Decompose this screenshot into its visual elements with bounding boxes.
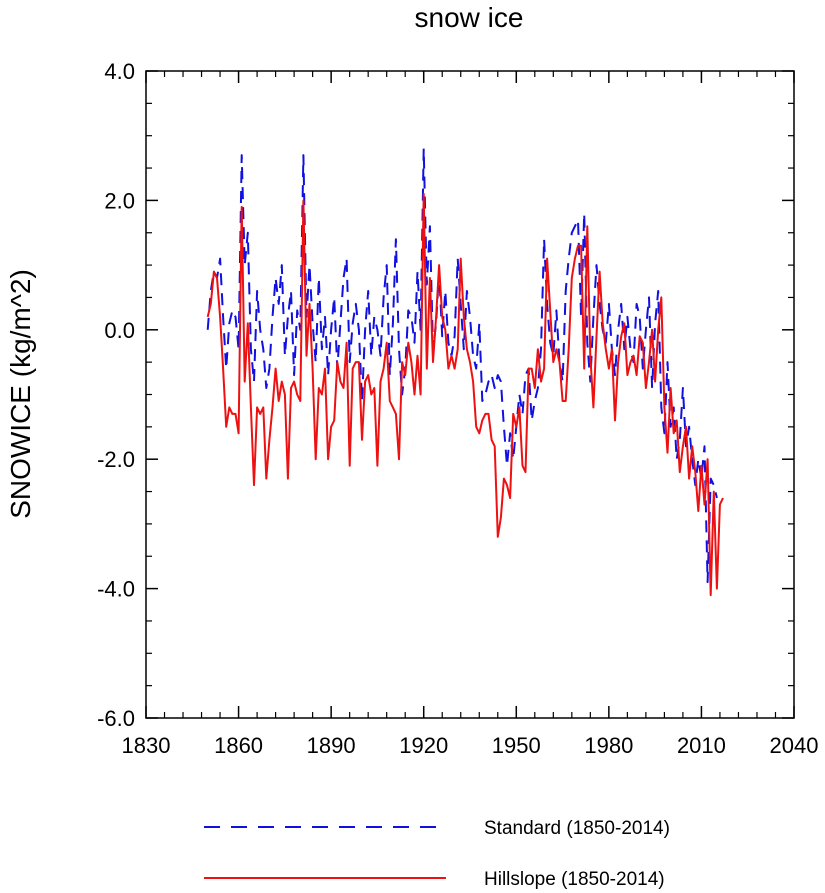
x-tick-label: 1830: [122, 733, 171, 758]
legend: Standard (1850-2014) Hillslope (1850-2014…: [204, 818, 670, 890]
y-axis-label: SNOWICE (kg/m^2): [5, 269, 36, 519]
series-line-hillslope: [206, 192, 724, 597]
x-tick-label: 1890: [307, 733, 356, 758]
y-tick-label: 4.0: [104, 59, 135, 84]
y-tick-label: -2.0: [97, 447, 135, 472]
y-tick-label: 0.0: [104, 318, 135, 343]
y-tick-label: -4.0: [97, 577, 135, 602]
x-tick-label: 1920: [399, 733, 448, 758]
x-tick-label: 1980: [584, 733, 633, 758]
x-tick-label: 2040: [770, 733, 819, 758]
chart-title: snow ice: [415, 2, 524, 33]
y-tick-label: -6.0: [97, 706, 135, 731]
series-line-standard: [206, 147, 718, 584]
x-tick-label: 2010: [677, 733, 726, 758]
legend-label-standard: Standard (1850-2014): [484, 818, 670, 839]
series-lines: [206, 147, 724, 597]
legend-label-hillslope: Hillslope (1850-2014): [484, 869, 665, 890]
x-tick-label: 1950: [492, 733, 541, 758]
x-tick-label: 1860: [214, 733, 263, 758]
plot-frame: [145, 70, 795, 719]
y-tick-label: 2.0: [104, 188, 135, 213]
axis-ticks: 1830 1860 1890 1920 1950 1980 2010 2040 -6.0 -4.0…: [97, 59, 818, 758]
